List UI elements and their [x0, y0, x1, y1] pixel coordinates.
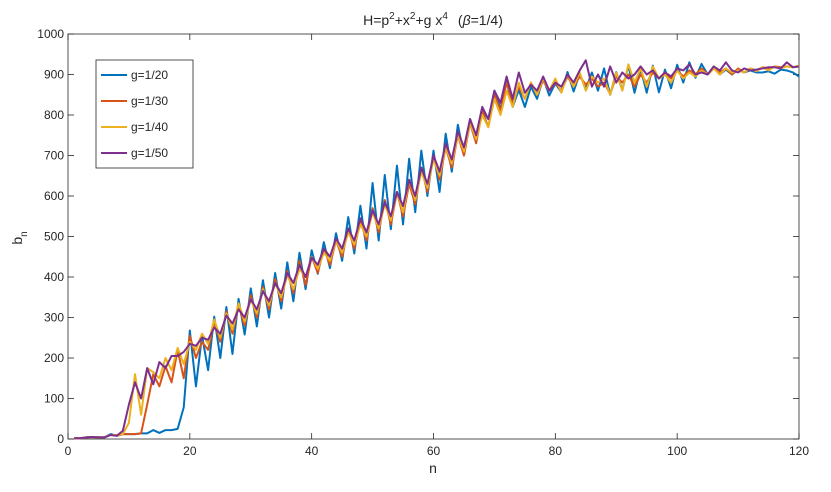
legend: g=1/20 g=1/30 g=1/40 g=1/50 — [95, 59, 194, 169]
svg-text:bn: bn — [9, 231, 30, 244]
x-tick-label: 0 — [65, 444, 72, 458]
chart-title: H=p2+x2+g x4 (β=1/4) — [363, 11, 503, 28]
x-axis-ticks: 0 20 40 60 80 100 120 — [65, 34, 809, 458]
y-tick-label: 200 — [44, 351, 64, 365]
y-tick-label: 0 — [57, 432, 64, 446]
series-line-4 — [74, 59, 800, 440]
y-tick-label: 300 — [44, 311, 64, 325]
x-axis-label: n — [429, 460, 437, 476]
legend-box — [95, 59, 194, 169]
y-tick-label: 900 — [44, 68, 64, 82]
y-tick-label: 1000 — [37, 27, 64, 41]
legend-label: g=1/40 — [131, 120, 168, 134]
y-tick-label: 400 — [44, 270, 64, 284]
y-tick-label: 100 — [44, 392, 64, 406]
y-tick-label: 700 — [44, 149, 64, 163]
y-tick-label: 500 — [44, 230, 64, 244]
y-axis-label: bn — [9, 231, 30, 244]
y-tick-label: 800 — [44, 108, 64, 122]
x-tick-label: 80 — [549, 444, 563, 458]
legend-label: g=1/20 — [131, 68, 168, 82]
x-tick-label: 60 — [427, 444, 441, 458]
y-axis-ticks: 0 100 200 300 400 500 600 700 800 900 1000 — [37, 27, 799, 446]
legend-label: g=1/50 — [131, 146, 168, 160]
y-tick-label: 600 — [44, 189, 64, 203]
x-tick-label: 100 — [667, 444, 687, 458]
x-tick-label: 120 — [789, 444, 809, 458]
legend-label: g=1/30 — [131, 94, 168, 108]
series-line-3 — [74, 63, 800, 440]
x-tick-label: 20 — [183, 444, 197, 458]
x-tick-label: 40 — [305, 444, 319, 458]
series-layer — [74, 59, 800, 440]
